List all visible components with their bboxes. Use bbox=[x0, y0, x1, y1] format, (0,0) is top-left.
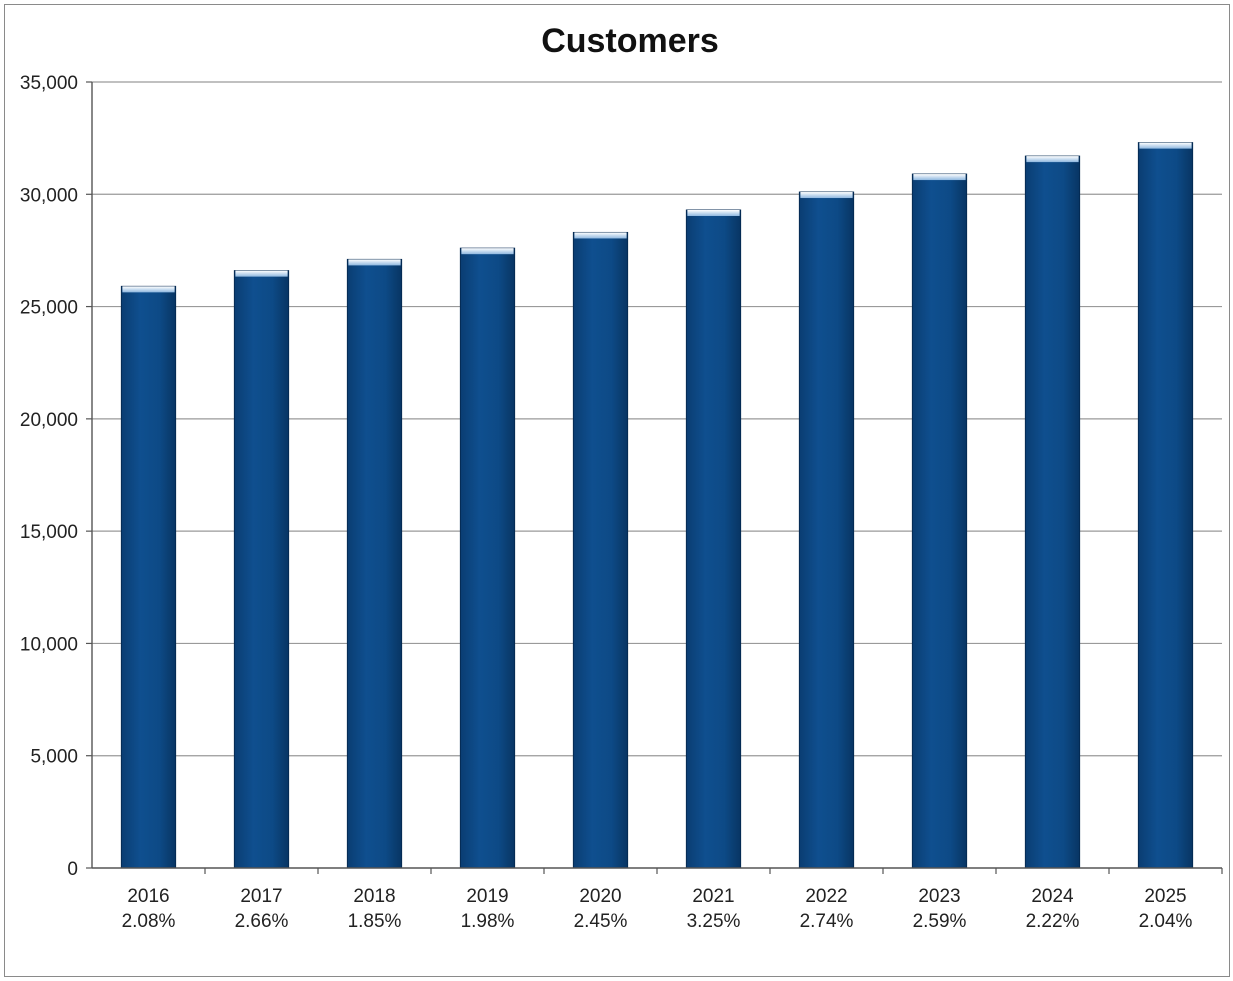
x-category-label: 2019 bbox=[466, 886, 508, 907]
bar bbox=[685, 209, 742, 869]
x-category-label: 2023 bbox=[918, 886, 960, 907]
x-growth-label: 2.59% bbox=[913, 911, 967, 932]
bar-top-highlight bbox=[800, 192, 853, 199]
bar bbox=[233, 270, 290, 869]
y-tick-label: 10,000 bbox=[20, 634, 78, 655]
y-tick-label: 15,000 bbox=[20, 522, 78, 543]
x-growth-label: 2.08% bbox=[122, 911, 176, 932]
bar-top-highlight bbox=[574, 232, 627, 239]
axis-layer bbox=[86, 81, 1223, 874]
bar-top-highlight bbox=[461, 248, 514, 255]
bar bbox=[572, 231, 629, 869]
bar bbox=[120, 285, 177, 869]
bar-top-highlight bbox=[687, 210, 740, 217]
x-category-label: 2021 bbox=[692, 886, 734, 907]
x-category-label: 2022 bbox=[805, 886, 847, 907]
bar-top-highlight bbox=[235, 270, 288, 277]
x-category-label: 2024 bbox=[1031, 886, 1074, 907]
bar-top-highlight bbox=[348, 259, 401, 266]
x-growth-label: 2.74% bbox=[800, 911, 854, 932]
x-growth-label: 2.66% bbox=[235, 911, 289, 932]
bar-top-highlight bbox=[913, 174, 966, 181]
y-tick-label: 0 bbox=[67, 859, 78, 880]
bar bbox=[459, 247, 516, 869]
bar-layer bbox=[120, 142, 1194, 869]
x-growth-label: 3.25% bbox=[687, 911, 741, 932]
x-category-label: 2017 bbox=[240, 886, 282, 907]
x-category-label: 2018 bbox=[353, 886, 395, 907]
bar-top-highlight bbox=[1026, 156, 1079, 163]
label-layer: 0 5,000 10,000 15,000 20,000 25,000 30,000 35,0… bbox=[20, 73, 1193, 932]
bar bbox=[1137, 142, 1194, 869]
x-growth-label: 2.04% bbox=[1139, 911, 1193, 932]
bar-top-highlight bbox=[1139, 142, 1192, 149]
chart-title: Customers bbox=[541, 22, 719, 60]
bar bbox=[346, 258, 403, 869]
y-tick-label: 5,000 bbox=[30, 747, 78, 768]
y-tick-label: 30,000 bbox=[20, 185, 78, 206]
y-tick-label: 25,000 bbox=[20, 298, 78, 319]
y-tick-label: 20,000 bbox=[20, 410, 78, 431]
bar-top-highlight bbox=[122, 286, 175, 293]
bar bbox=[1024, 155, 1081, 869]
x-growth-label: 2.22% bbox=[1026, 911, 1080, 932]
x-growth-label: 2.45% bbox=[574, 911, 628, 932]
x-growth-label: 1.98% bbox=[461, 911, 515, 932]
bar bbox=[798, 191, 855, 869]
x-category-label: 2016 bbox=[127, 886, 169, 907]
x-growth-label: 1.85% bbox=[348, 911, 402, 932]
bar bbox=[911, 173, 968, 869]
y-tick-label: 35,000 bbox=[20, 73, 78, 94]
x-category-label: 2025 bbox=[1144, 886, 1186, 907]
x-category-label: 2020 bbox=[579, 886, 621, 907]
